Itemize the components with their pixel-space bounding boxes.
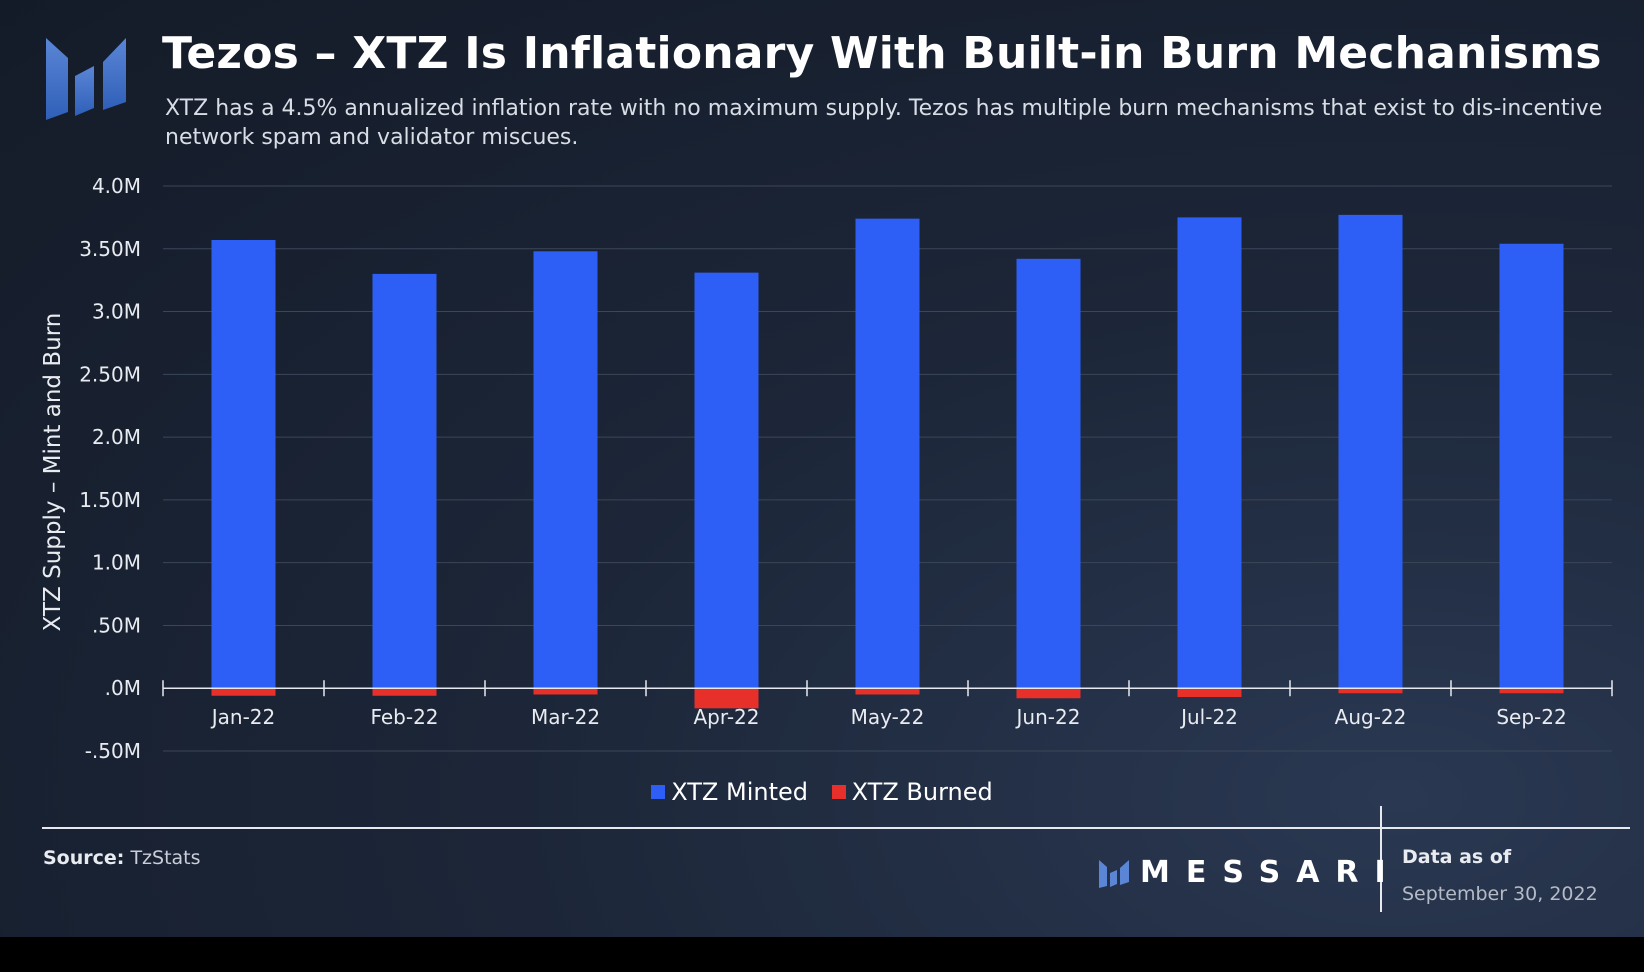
bar-burned <box>1177 688 1242 698</box>
x-tick-label: Feb-22 <box>370 705 438 729</box>
y-tick-label: 3.50M <box>79 237 141 261</box>
y-tick-label: 1.0M <box>92 551 141 575</box>
x-tick-label: May-22 <box>851 705 925 729</box>
x-tick-label: Apr-22 <box>694 705 760 729</box>
bar-minted <box>1338 214 1403 689</box>
y-tick-label: .0M <box>105 676 141 700</box>
bar-burned <box>211 688 276 696</box>
footer-divider <box>42 827 1630 829</box>
bar-burned <box>855 688 920 695</box>
bar-minted <box>1016 258 1081 689</box>
y-tick-label: 1.50M <box>79 488 141 512</box>
y-tick-label: 3.0M <box>92 300 141 324</box>
legend-label-burned: XTZ Burned <box>851 778 993 806</box>
y-tick-label: 2.50M <box>79 362 141 386</box>
legend-swatch-minted <box>651 785 666 799</box>
bar-minted <box>533 251 598 689</box>
y-tick-label: 4.0M <box>92 174 141 198</box>
source-note: Source: TzStats <box>43 847 201 869</box>
footer-vertical-divider <box>1380 806 1382 912</box>
bar-minted <box>372 273 437 689</box>
bar-minted <box>1177 217 1242 689</box>
legend-item-minted: XTZ Minted <box>651 778 808 806</box>
bar-burned <box>694 688 759 709</box>
x-tick-label: Jul-22 <box>1179 705 1238 729</box>
x-tick-label: Mar-22 <box>531 705 600 729</box>
bar-minted <box>694 272 759 689</box>
messari-wordmark: MESSARI <box>1140 855 1402 890</box>
bar-minted <box>855 218 920 689</box>
legend-swatch-burned <box>831 785 846 799</box>
messari-brand-icon <box>1099 860 1129 888</box>
legend-label-minted: XTZ Minted <box>671 778 808 806</box>
y-tick-label: .50M <box>92 613 141 637</box>
chart-legend: XTZ Minted XTZ Burned <box>0 778 1644 806</box>
bar-burned <box>1338 688 1403 694</box>
bar-minted <box>1499 243 1564 689</box>
bar-burned <box>1499 688 1564 694</box>
y-tick-label: 2.0M <box>92 425 141 449</box>
bar-chart: -.50M .0M .50M 1.0M 1.50M 2.0M 2.50M 3.0M 3.50M 4… <box>40 174 1613 763</box>
source-label: Source: <box>43 847 125 869</box>
bar-burned <box>1016 688 1081 699</box>
source-value: TzStats <box>130 847 201 869</box>
bar-burned <box>372 688 437 696</box>
x-tick-label: Aug-22 <box>1335 705 1407 729</box>
bar-minted <box>211 239 276 689</box>
y-axis-title: XTZ Supply – Mint and Burn <box>40 313 66 632</box>
data-as-of-date: September 30, 2022 <box>1402 883 1598 905</box>
legend-item-burned: XTZ Burned <box>831 778 993 806</box>
chart-card: Tezos – XTZ Is Inflationary With Built-i… <box>0 0 1644 937</box>
x-tick-label: Jan-22 <box>210 705 276 729</box>
x-tick-label: Jun-22 <box>1015 705 1081 729</box>
bar-burned <box>533 688 598 695</box>
y-tick-label: -.50M <box>85 739 141 763</box>
chart-title: Tezos – XTZ Is Inflationary With Built-i… <box>162 28 1602 79</box>
messari-logo-icon <box>46 38 126 120</box>
x-tick-label: Sep-22 <box>1496 705 1566 729</box>
chart-subtitle: XTZ has a 4.5% annualized inflation rate… <box>165 96 1603 150</box>
data-as-of-label: Data as of <box>1402 846 1512 868</box>
